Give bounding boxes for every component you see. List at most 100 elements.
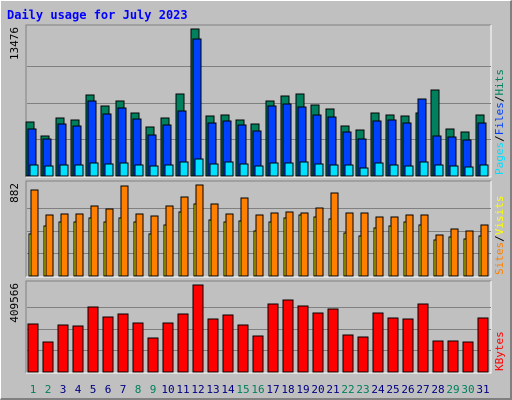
sites-bar <box>30 189 39 277</box>
pages-bar <box>254 165 264 177</box>
x-tick-label: 16 <box>251 383 264 396</box>
panel-bevel-light <box>26 25 492 178</box>
x-axis-labels: 1 2 3 4 5 6 7 8 9 10 11 12 13 14 15 16 17 18 19 20 21 22 23 24 2… <box>30 383 490 396</box>
x-tick-label: 6 <box>105 383 112 396</box>
kbytes-bar <box>342 334 354 373</box>
sites-bar <box>135 213 144 277</box>
pages-bar <box>89 162 99 177</box>
pages-bar <box>344 164 354 177</box>
x-tick-label: 17 <box>266 383 279 396</box>
x-tick-label: 27 <box>416 383 429 396</box>
pages-bar <box>149 165 159 177</box>
sites-bar <box>105 208 114 277</box>
x-tick-label: 10 <box>161 383 174 396</box>
pages-bar <box>74 164 84 177</box>
legend-visits-sites: Sites/Visits <box>493 196 506 276</box>
chart-panels: 13476Pages/Files/Hits882Sites/Visits4095… <box>8 24 506 374</box>
x-tick-label: 24 <box>371 383 385 396</box>
kbytes-bar <box>357 336 369 373</box>
sites-bar <box>360 212 369 277</box>
pages-bar <box>134 164 144 177</box>
legend-entry: Visits <box>493 196 506 236</box>
kbytes-bar <box>192 284 204 373</box>
x-tick-label: 25 <box>386 383 399 396</box>
kbytes-bar <box>87 306 99 373</box>
sites-bar <box>285 211 294 277</box>
sites-bar <box>435 234 444 277</box>
kbytes-bar <box>57 324 69 373</box>
pages-bar <box>194 158 204 177</box>
sites-bar <box>150 215 159 277</box>
pages-bar <box>29 164 39 177</box>
sites-bar <box>315 207 324 277</box>
x-tick-label: 28 <box>431 383 444 396</box>
pages-bar <box>479 164 489 177</box>
pages-bar <box>359 167 369 177</box>
kbytes-bar <box>282 299 294 373</box>
x-tick-label: 20 <box>311 383 324 396</box>
pages-bar <box>374 162 384 177</box>
x-tick-label: 15 <box>236 383 249 396</box>
legend-entry: Sites <box>493 242 506 275</box>
x-tick-label: 2 <box>45 383 52 396</box>
sites-bar <box>45 214 54 277</box>
pages-bar <box>329 164 339 177</box>
x-tick-label: 22 <box>341 383 354 396</box>
sites-bar <box>60 213 69 277</box>
kbytes-bar <box>447 340 459 373</box>
sites-bar <box>390 216 399 277</box>
pages-bar <box>389 164 399 177</box>
kbytes-bar <box>177 313 189 373</box>
x-tick-label: 3 <box>60 383 67 396</box>
kbytes-bar <box>132 322 144 373</box>
kbytes-bar <box>237 324 249 373</box>
sites-bar <box>180 196 189 277</box>
x-tick-label: 26 <box>401 383 414 396</box>
kbytes-bar <box>432 340 444 373</box>
kbytes-bar <box>477 317 489 373</box>
kbytes-bar <box>72 325 84 373</box>
pages-bar <box>59 164 69 177</box>
x-tick-label: 14 <box>221 383 235 396</box>
pages-bar <box>299 161 309 177</box>
pages-bar <box>464 166 474 177</box>
legend-entry: / <box>493 96 506 103</box>
sites-bar <box>300 212 309 277</box>
panel-visits-sites: 882 Sites/Visits <box>8 180 506 278</box>
kbytes-bar <box>222 314 234 373</box>
pages-bar <box>434 164 444 177</box>
pages-bar <box>239 163 249 177</box>
sites-bar <box>465 230 474 277</box>
legend-kbytes: KBytes <box>493 331 506 371</box>
x-tick-label: 1 <box>30 383 37 396</box>
kbytes-bar <box>372 312 384 373</box>
panel-bevel-dark <box>25 180 491 277</box>
y-axis-max-label: 882 <box>8 183 21 203</box>
legend-entry: / <box>493 235 506 242</box>
x-tick-label: 7 <box>120 383 127 396</box>
x-tick-label: 23 <box>356 383 369 396</box>
sites-bar <box>270 212 279 277</box>
sites-bar <box>420 214 429 277</box>
pages-bar <box>179 161 189 177</box>
sites-bar <box>345 212 354 277</box>
x-tick-label: 19 <box>296 383 309 396</box>
sites-bar <box>480 224 489 277</box>
x-tick-label: 21 <box>326 383 339 396</box>
kbytes-bar <box>207 318 219 373</box>
pages-bar <box>119 162 129 177</box>
pages-bar <box>104 163 114 177</box>
x-tick-label: 29 <box>446 383 459 396</box>
pages-bar <box>209 163 219 177</box>
kbytes-bar <box>252 335 264 373</box>
pages-bar <box>419 161 429 177</box>
pages-bar <box>269 162 279 177</box>
chart-title: Daily usage for July 2023 <box>7 8 188 22</box>
kbytes-bar <box>297 305 309 373</box>
sites-bar <box>75 213 84 277</box>
sites-bar <box>405 214 414 277</box>
panel-bevel-light <box>26 181 492 278</box>
x-tick-label: 5 <box>90 383 97 396</box>
